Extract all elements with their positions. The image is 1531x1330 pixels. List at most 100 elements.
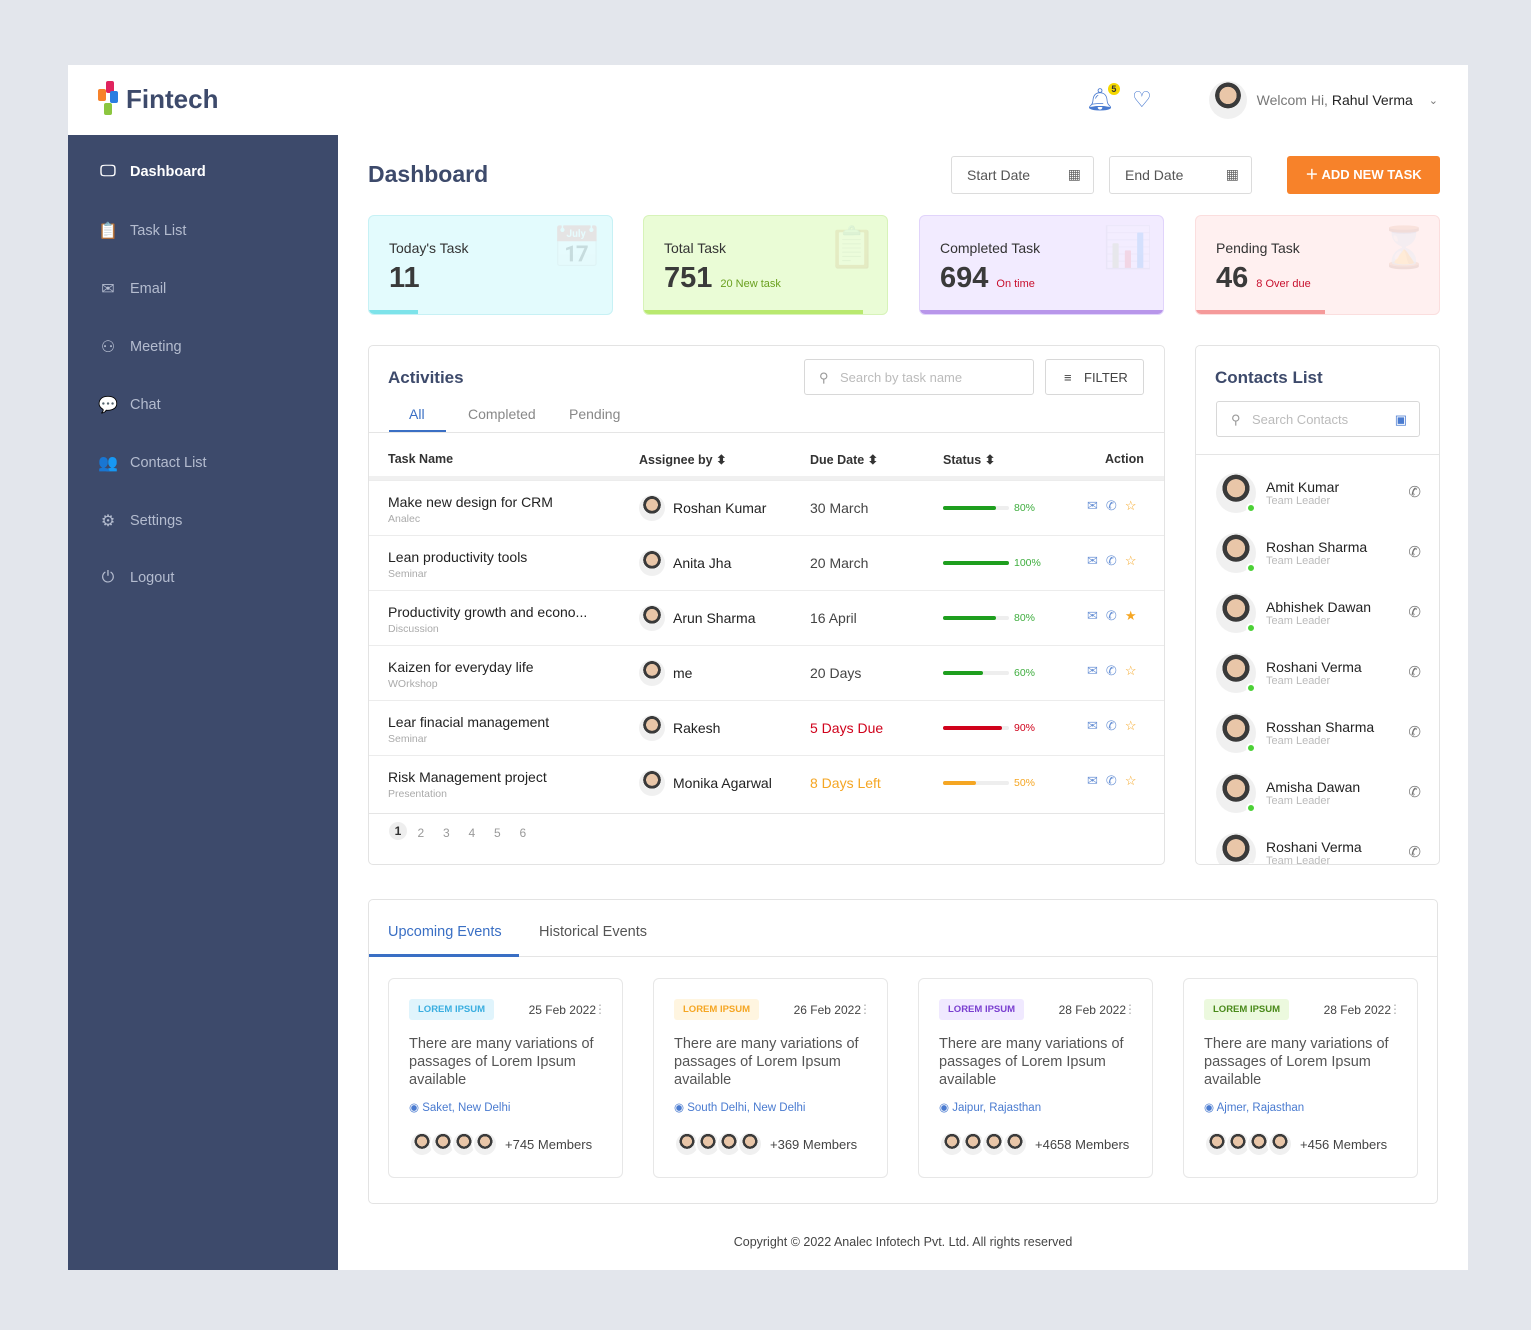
power-icon: ⏻ — [101, 569, 115, 586]
stat-subtext: 20 New task — [720, 278, 781, 290]
contact-item[interactable]: Roshan Sharma Team Leader ✆ — [1216, 533, 1426, 583]
star-icon[interactable]: ☆ — [1124, 718, 1137, 733]
col-assignee[interactable]: Assignee by ⬍ — [639, 452, 727, 467]
contact-item[interactable]: Amit Kumar Team Leader ✆ — [1216, 473, 1426, 523]
page-6[interactable]: 6 — [519, 826, 527, 840]
more-options-icon[interactable]: ⋮ — [1389, 1002, 1401, 1016]
table-row[interactable]: Kaizen for everyday life WOrkshop me 20 Day… — [369, 645, 1164, 700]
page-5[interactable]: 5 — [494, 826, 501, 840]
phone-icon[interactable]: ✆ — [1408, 484, 1421, 501]
tab-historical-events[interactable]: Historical Events — [539, 924, 647, 940]
phone-icon[interactable]: ✆ — [1408, 604, 1421, 621]
stat-label: Total Task — [664, 240, 726, 256]
event-card[interactable]: LOREM IPSUM 26 Feb 2022 ⋮ There are many va… — [653, 978, 888, 1178]
progress-bar — [943, 616, 1009, 620]
table-row[interactable]: Lear finacial management Seminar Rakesh 5 D… — [369, 700, 1164, 755]
phone-icon[interactable]: ✆ — [1105, 608, 1117, 623]
contact-item[interactable]: Abhishek Dawan Team Leader ✆ — [1216, 593, 1426, 643]
page-2[interactable]: 2 — [417, 826, 425, 840]
event-card[interactable]: LOREM IPSUM 28 Feb 2022 ⋮ There are many va… — [1183, 978, 1418, 1178]
phone-icon[interactable]: ✆ — [1408, 544, 1421, 561]
logo[interactable]: Fintech — [98, 81, 218, 117]
end-date-input[interactable]: End Date ▦ — [1109, 156, 1252, 194]
contact-search-input[interactable]: ⚲ Search Contacts ▣ — [1216, 401, 1420, 437]
star-icon[interactable]: ☆ — [1124, 553, 1137, 568]
user-name: Rahul Verma — [1331, 92, 1413, 108]
table-row[interactable]: Productivity growth and econo... Discussi… — [369, 590, 1164, 645]
member-count: +4658 Members — [1035, 1136, 1130, 1152]
phone-icon[interactable]: ✆ — [1408, 844, 1421, 861]
online-status-icon — [1246, 803, 1256, 813]
event-card[interactable]: LOREM IPSUM 28 Feb 2022 ⋮ There are many va… — [918, 978, 1153, 1178]
sidebar-item-contact-list[interactable]: 👥 Contact List — [98, 453, 207, 473]
table-row[interactable]: Make new design for CRM Analec Roshan Kuma… — [369, 480, 1164, 535]
mail-icon[interactable]: ✉ — [1087, 663, 1098, 678]
contact-name: Amisha Dawan — [1266, 779, 1361, 795]
task-search-input[interactable]: ⚲ Search by task name — [804, 359, 1034, 395]
phone-icon[interactable]: ✆ — [1105, 498, 1117, 513]
star-icon[interactable]: ☆ — [1124, 498, 1137, 513]
progress-fill — [943, 616, 996, 620]
contact-item[interactable]: Roshani Verma Team Leader ✆ — [1216, 833, 1426, 865]
mail-icon[interactable]: ✉ — [1087, 498, 1098, 513]
sidebar-item-logout[interactable]: ⏻ Logout — [98, 569, 175, 587]
progress-bar — [943, 561, 1009, 565]
star-icon[interactable]: ★ — [1124, 608, 1137, 623]
contact-name: Rosshan Sharma — [1266, 719, 1375, 735]
contact-name: Roshan Sharma — [1266, 539, 1368, 555]
sidebar-item-settings[interactable]: ⚙ Settings — [98, 511, 183, 531]
user-menu[interactable]: Welcom Hi, Rahul Verma ⌄ — [1208, 81, 1438, 119]
more-options-icon[interactable]: ⋮ — [594, 1002, 606, 1016]
row-actions: ✉ ✆ ☆ — [1087, 498, 1136, 514]
tab-completed[interactable]: Completed — [468, 406, 536, 422]
page-4[interactable]: 4 — [468, 826, 476, 840]
more-options-icon[interactable]: ⋮ — [1124, 1002, 1136, 1016]
contact-item[interactable]: Rosshan Sharma Team Leader ✆ — [1216, 713, 1426, 763]
contact-name: Amit Kumar — [1266, 479, 1340, 495]
mail-icon[interactable]: ✉ — [1087, 553, 1098, 568]
contact-role: Team Leader — [1266, 495, 1331, 507]
mail-icon: ✉ — [101, 281, 115, 298]
event-card[interactable]: LOREM IPSUM 25 Feb 2022 ⋮ There are many va… — [388, 978, 623, 1178]
col-status[interactable]: Status ⬍ — [943, 452, 995, 467]
tab-upcoming-events[interactable]: Upcoming Events — [388, 924, 502, 940]
bell-icon[interactable]: 🔔︎ 5 — [1086, 83, 1120, 113]
sidebar: 🖵 Dashboard 📋 Task List ✉ Email ⚇ Meeting 💬 Chat 👥… — [68, 135, 338, 1270]
page-1[interactable]: 1 — [389, 822, 407, 840]
heart-icon[interactable]: ♡ — [1132, 87, 1152, 112]
event-members: +456 Members — [1204, 1131, 1387, 1157]
star-icon[interactable]: ☆ — [1124, 773, 1137, 788]
phone-icon[interactable]: ✆ — [1105, 718, 1117, 733]
more-options-icon[interactable]: ⋮ — [859, 1002, 871, 1016]
sidebar-item-label: Logout — [130, 570, 175, 586]
phone-icon[interactable]: ✆ — [1408, 724, 1421, 741]
phone-icon[interactable]: ✆ — [1408, 664, 1421, 681]
sidebar-item-task-list[interactable]: 📋 Task List — [98, 221, 186, 241]
contact-role: Team Leader — [1266, 855, 1331, 865]
phone-icon[interactable]: ✆ — [1408, 784, 1421, 801]
phone-icon[interactable]: ✆ — [1105, 773, 1117, 788]
mail-icon[interactable]: ✉ — [1087, 608, 1098, 623]
sidebar-item-email[interactable]: ✉ Email — [98, 279, 166, 299]
filter-button[interactable]: ≡ FILTER — [1045, 359, 1144, 395]
tab-pending[interactable]: Pending — [569, 406, 621, 422]
col-due-date[interactable]: Due Date ⬍ — [810, 452, 878, 467]
event-location-text: Ajmer, Rajasthan — [1216, 1102, 1305, 1114]
mail-icon[interactable]: ✉ — [1087, 718, 1098, 733]
assignee-name: me — [673, 665, 693, 681]
table-row[interactable]: Lean productivity tools Seminar Anita Jha 2… — [369, 535, 1164, 590]
sidebar-item-chat[interactable]: 💬 Chat — [98, 395, 161, 415]
table-row[interactable]: Risk Management project Presentation Monik… — [369, 755, 1164, 810]
contact-item[interactable]: Amisha Dawan Team Leader ✆ — [1216, 773, 1426, 823]
page-3[interactable]: 3 — [443, 826, 450, 840]
tab-all[interactable]: All — [409, 406, 425, 422]
contact-item[interactable]: Roshani Verma Team Leader ✆ — [1216, 653, 1426, 703]
phone-icon[interactable]: ✆ — [1105, 553, 1117, 568]
sidebar-item-dashboard[interactable]: 🖵 Dashboard — [98, 163, 205, 181]
star-icon[interactable]: ☆ — [1124, 663, 1137, 678]
mail-icon[interactable]: ✉ — [1087, 773, 1098, 788]
sidebar-item-meeting[interactable]: ⚇ Meeting — [98, 337, 182, 357]
phone-icon[interactable]: ✆ — [1105, 663, 1117, 678]
start-date-input[interactable]: Start Date ▦ — [951, 156, 1094, 194]
add-new-task-button[interactable]: ＋ ADD NEW TASK — [1287, 156, 1440, 194]
